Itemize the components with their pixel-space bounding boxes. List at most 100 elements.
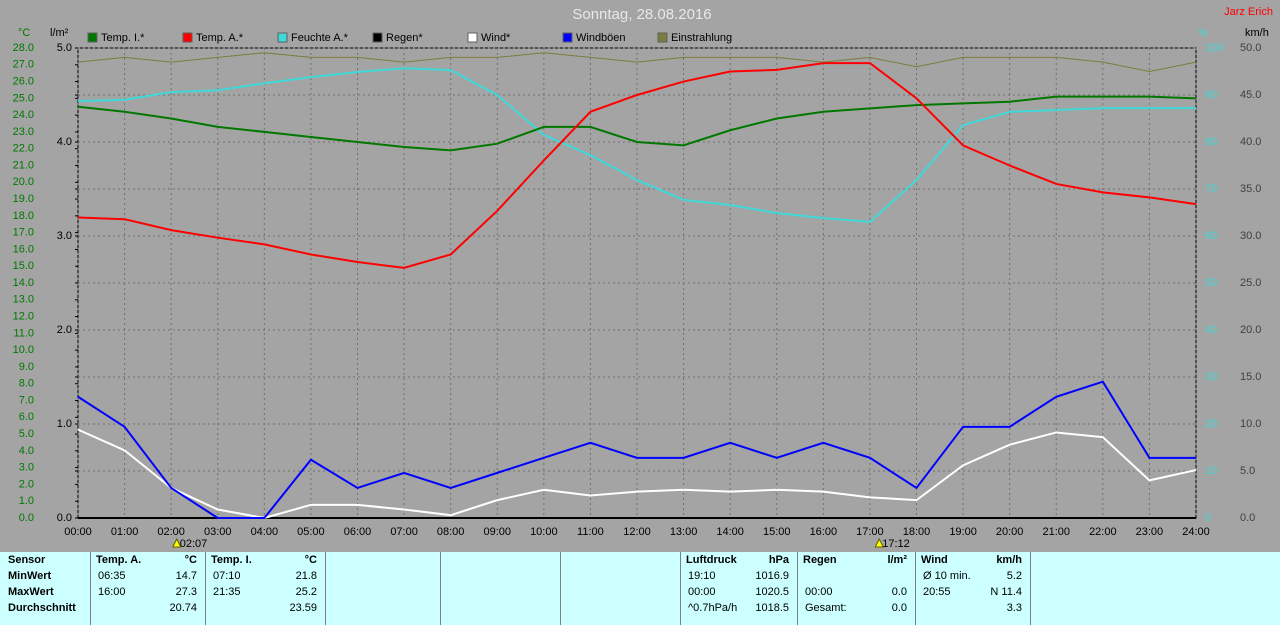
y-tick-label: 1.0 <box>19 495 34 507</box>
y-tick-label: 23.0 <box>13 126 34 138</box>
x-tick-label: 15:00 <box>763 526 791 538</box>
column-separator <box>680 552 681 625</box>
legend-label: Temp. A.* <box>196 32 244 44</box>
y-tick-label: 13.0 <box>13 294 34 306</box>
y-tick-label: 3.0 <box>19 462 34 474</box>
x-tick-label: 04:00 <box>251 526 279 538</box>
legend-swatch <box>87 32 98 43</box>
cell-time: 16:00 <box>98 586 126 598</box>
cell-value: 14.7 <box>175 570 197 582</box>
x-tick-label: 10:00 <box>530 526 558 538</box>
x-tick-label: 07:00 <box>390 526 418 538</box>
y2-tick-label: 20 <box>1205 418 1217 430</box>
y-tick-label: 16.0 <box>13 243 34 255</box>
y-tick-label: 21.0 <box>13 159 34 171</box>
legend-swatch <box>182 32 193 43</box>
column-separator <box>915 552 916 625</box>
x-tick-label: 13:00 <box>670 526 698 538</box>
y-tick-label: 14.0 <box>13 277 34 289</box>
x-tick-label: 11:00 <box>577 526 604 538</box>
x-tick-label: 05:00 <box>297 526 325 538</box>
cell-value: 23.59 <box>289 602 317 614</box>
column-separator <box>205 552 206 625</box>
cell-value: 27.3 <box>175 586 197 598</box>
y3-tick-label: 50.0 <box>1240 42 1261 54</box>
column-unit: °C <box>304 554 317 566</box>
column-separator <box>1030 552 1031 625</box>
legend-swatch <box>657 32 668 43</box>
y-tick-label: 27.0 <box>13 59 34 71</box>
y-tick-label: 25.0 <box>13 92 34 104</box>
x-tick-label: 08:00 <box>437 526 465 538</box>
legend-label: Windböen <box>576 32 626 44</box>
x-tick-label: 19:00 <box>949 526 977 538</box>
unit-label: l/m² <box>50 27 69 39</box>
unit-label: °C <box>18 27 30 39</box>
column-separator <box>560 552 561 625</box>
y4-tick-label: 2.0 <box>57 324 72 336</box>
y-tick-label: 4.0 <box>19 445 34 457</box>
y4-tick-label: 5.0 <box>57 42 72 54</box>
cell-value: 1016.9 <box>755 570 789 582</box>
y4-tick-label: 0.0 <box>57 512 72 524</box>
cell-time: 21:35 <box>213 586 241 598</box>
cell-value: 21.8 <box>295 570 317 582</box>
x-tick-label: 20:00 <box>996 526 1024 538</box>
x-tick-label: 18:00 <box>903 526 931 538</box>
y-tick-label: 19.0 <box>13 193 34 205</box>
cell-value: 1020.5 <box>755 586 789 598</box>
y3-tick-label: 10.0 <box>1240 418 1261 430</box>
y3-tick-label: 5.0 <box>1240 465 1255 477</box>
row-label: Durchschnitt <box>8 602 76 614</box>
y-tick-label: 10.0 <box>13 344 34 356</box>
y4-tick-label: 3.0 <box>57 230 72 242</box>
x-tick-label: 06:00 <box>344 526 372 538</box>
x-tick-label: 24:00 <box>1182 526 1210 538</box>
column-unit: km/h <box>996 554 1022 566</box>
legend-swatch <box>372 32 383 43</box>
y3-tick-label: 25.0 <box>1240 277 1261 289</box>
legend-label: Temp. I.* <box>101 32 145 44</box>
y2-tick-label: 100 <box>1205 42 1223 54</box>
row-label: MaxWert <box>8 586 54 598</box>
x-tick-label: 16:00 <box>810 526 838 538</box>
y2-tick-label: 50 <box>1205 277 1217 289</box>
series-line <box>77 62 1197 269</box>
summary-table: Sensor MinWert MaxWert Durchschnitt Temp. A.… <box>0 552 1280 625</box>
annotation-label: 02:07 <box>180 538 208 550</box>
x-tick-label: 09:00 <box>483 526 511 538</box>
y2-tick-label: 70 <box>1205 183 1217 195</box>
cell-value: 0.0 <box>891 586 907 598</box>
y3-tick-label: 35.0 <box>1240 183 1261 195</box>
legend-label: Wind* <box>481 32 511 44</box>
x-tick-label: 03:00 <box>204 526 232 538</box>
sun-marker <box>874 537 885 548</box>
column-title: Wind <box>921 554 948 566</box>
y4-tick-label: 1.0 <box>57 418 72 430</box>
cell-time: 19:10 <box>688 570 716 582</box>
series-line <box>77 52 1197 73</box>
y2-tick-label: 30 <box>1205 371 1217 383</box>
column-title: Luftdruck <box>686 554 737 566</box>
y2-tick-label: 10 <box>1205 465 1217 477</box>
column-separator <box>90 552 91 625</box>
y-tick-label: 20.0 <box>13 176 34 188</box>
cell-time: ^0.7hPa/h <box>688 602 738 614</box>
sun-marker <box>171 537 182 548</box>
cell-time: 00:00 <box>688 586 716 598</box>
y3-tick-label: 30.0 <box>1240 230 1261 242</box>
unit-label: % <box>1198 27 1208 39</box>
y2-tick-label: 40 <box>1205 324 1217 336</box>
cell-time: 06:35 <box>98 570 126 582</box>
cell-value: 5.2 <box>1006 570 1022 582</box>
y-tick-label: 2.0 <box>19 478 34 490</box>
legend-swatch <box>562 32 573 43</box>
column-title: Temp. I. <box>211 554 252 566</box>
column-separator <box>440 552 441 625</box>
series-line <box>77 67 1196 223</box>
y-tick-label: 24.0 <box>13 109 34 121</box>
y-tick-label: 11.0 <box>13 327 34 339</box>
y-tick-label: 28.0 <box>13 42 34 54</box>
y4-tick-label: 4.0 <box>57 136 72 148</box>
